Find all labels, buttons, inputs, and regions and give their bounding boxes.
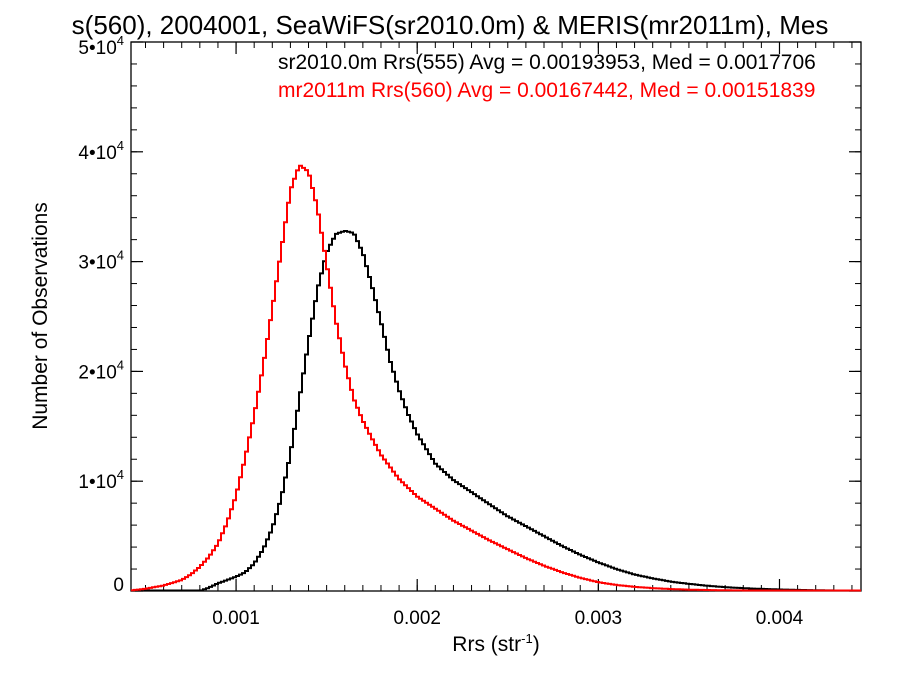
series-layer — [131, 164, 861, 592]
x-tick-label: 0.002 — [393, 608, 441, 629]
y-tick-mantissa: 2•10 — [78, 362, 116, 383]
y-tick-mantissa: 4•10 — [78, 143, 116, 164]
y-tick-exponent: 4 — [117, 357, 124, 372]
y-tick-label: 5•104 — [78, 33, 124, 59]
x-tick-label: 0.004 — [756, 608, 804, 629]
plot-frame — [130, 41, 862, 592]
chart-title: s(560), 2004001, SeaWiFS(sr2010.0m) & ME… — [72, 10, 829, 40]
x-axis-label-close: ) — [533, 633, 540, 656]
y-tick-exponent: 4 — [117, 33, 124, 48]
x-axis-label-main: Rrs (str — [452, 633, 521, 656]
y-tick-exponent: 4 — [117, 467, 124, 482]
y-tick-mantissa: 5•10 — [78, 38, 116, 59]
y-tick-label: 3•104 — [78, 248, 124, 274]
x-tick-label: 0.003 — [575, 608, 623, 629]
series-2-histogram-line — [131, 164, 861, 592]
x-axis-label-sup: -1 — [521, 631, 533, 646]
y-tick-label: 1•104 — [78, 467, 124, 493]
x-tick-label: 0.001 — [212, 608, 260, 629]
y-axis-label: Number of Observations — [29, 202, 52, 430]
legend-entry-series-2: mr2011m Rrs(560) Avg = 0.00167442, Med =… — [278, 79, 815, 102]
legend-entry-series-1: sr2010.0m Rrs(555) Avg = 0.00193953, Med… — [278, 51, 816, 74]
axis-ticks — [131, 41, 861, 592]
tick-labels: 0.001 0.002 0.003 0.00401•1042•1043•1044•10… — [78, 33, 803, 629]
y-tick-label: 0 — [113, 575, 124, 596]
y-tick-label: 4•104 — [78, 138, 124, 164]
y-tick-exponent: 4 — [117, 248, 124, 263]
y-tick-mantissa: 3•10 — [78, 253, 116, 274]
y-tick-mantissa: 1•10 — [78, 472, 116, 493]
y-tick-mantissa: 0 — [113, 575, 124, 596]
y-tick-label: 2•104 — [78, 357, 124, 383]
series-1-histogram-line — [131, 230, 861, 592]
x-axis-label: Rrs (str-1) — [452, 631, 539, 656]
y-tick-exponent: 4 — [117, 138, 124, 153]
